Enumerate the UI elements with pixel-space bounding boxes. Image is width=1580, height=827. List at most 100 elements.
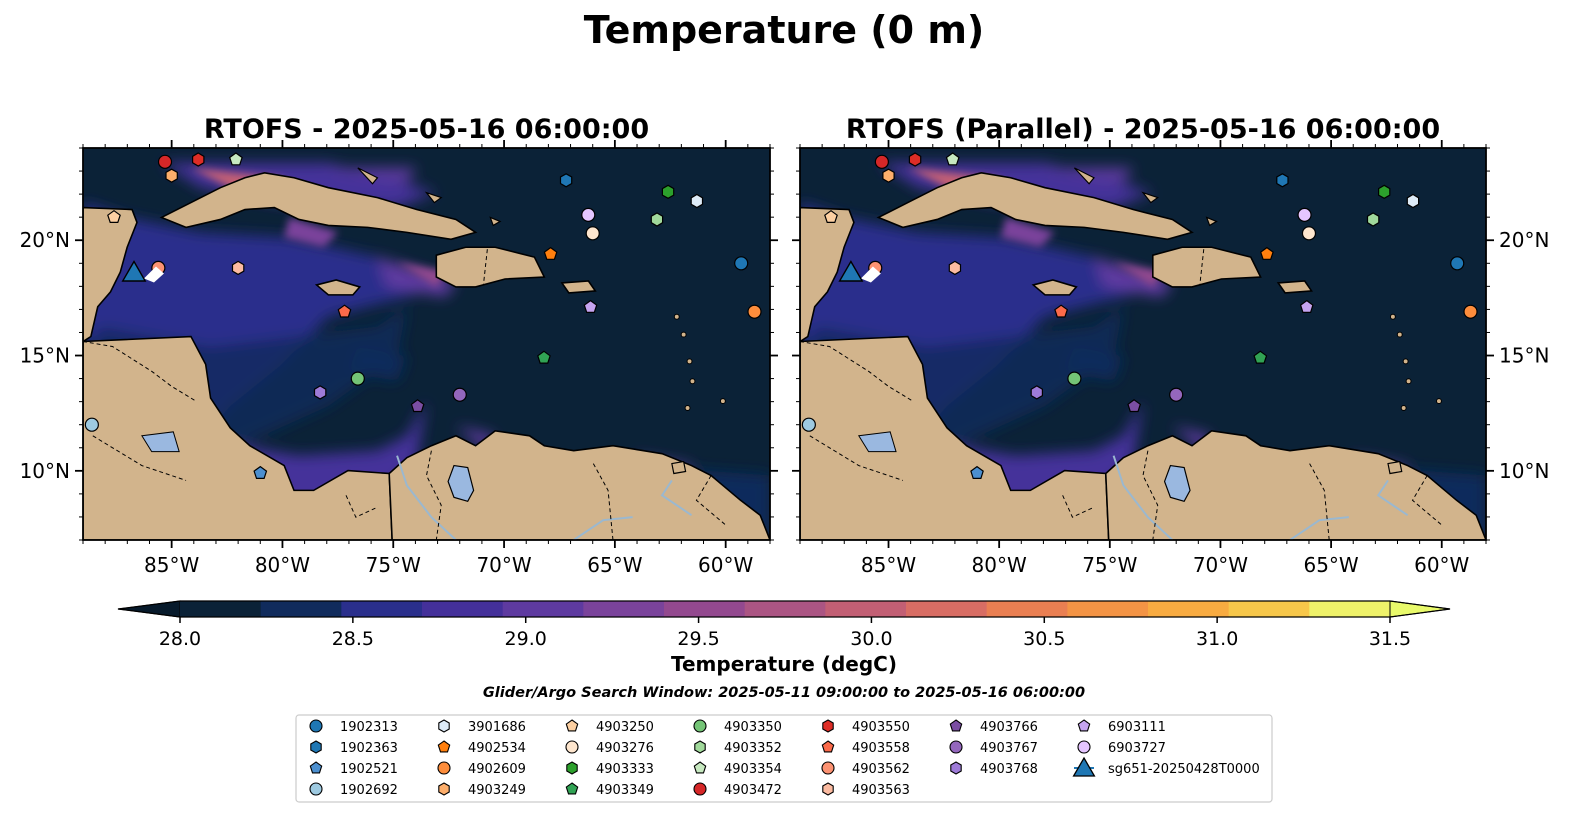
legend-item: 4903349	[565, 782, 654, 798]
legend-marker-4903472	[693, 782, 707, 796]
legend-marker-1902363	[310, 740, 322, 754]
float-marker-4902534	[1259, 246, 1274, 260]
legend-label: sg651-20250428T0000	[1108, 762, 1260, 777]
legend-marker-4903350	[693, 719, 707, 733]
float-marker-4903352	[650, 212, 664, 227]
legend-label: 1902692	[340, 783, 398, 798]
colorbar-extend-low	[117, 600, 181, 618]
legend-marker-6903727	[1077, 740, 1091, 754]
legend-label: 4903249	[468, 783, 526, 798]
legend-marker-4903276	[565, 740, 579, 754]
colorbar-segment	[1067, 601, 1149, 617]
x-tick-label: 60°W	[1414, 553, 1469, 577]
float-marker-6903111	[1299, 299, 1314, 313]
legend-label: 4902534	[468, 741, 526, 756]
glider-marker	[838, 260, 864, 282]
float-marker-4903563	[231, 260, 245, 276]
tick-marks	[75, 140, 778, 548]
x-tick-label: 70°W	[1193, 553, 1248, 577]
colorbar-label: Temperature (degC)	[671, 652, 897, 676]
x-tick-label: 75°W	[366, 553, 421, 577]
colorbar-segment	[906, 601, 988, 617]
x-tick-label: 65°W	[587, 553, 642, 577]
float-marker-4903767	[452, 387, 467, 402]
float-marker-1902692	[801, 417, 816, 432]
legend-item: 4902609	[437, 761, 526, 777]
legend: 1902313 1902363 1902521 1902692 3901686 49025…	[295, 714, 1273, 803]
legend-item: 6903727	[1077, 740, 1166, 756]
map-area	[800, 148, 1486, 540]
float-marker-1902363	[1276, 173, 1289, 188]
float-marker-4903550	[192, 152, 205, 167]
y-tick-label: 15°N	[1499, 344, 1549, 368]
legend-marker-4903352	[694, 740, 706, 754]
float-marker-4903333	[1378, 184, 1391, 199]
x-tick-label: 85°W	[144, 553, 199, 577]
float-marker-4902609	[1463, 304, 1478, 319]
legend-item: 1902692	[309, 782, 398, 798]
colorbar-segment	[825, 601, 907, 617]
glider-track	[143, 266, 164, 283]
float-marker-1902692	[84, 417, 99, 432]
tick-marks	[792, 140, 1494, 548]
x-tick-label: 75°W	[1082, 553, 1137, 577]
legend-item: 4903767	[949, 740, 1038, 756]
legend-label: 1902363	[340, 741, 398, 756]
legend-glider-marker	[1072, 756, 1096, 777]
legend-item: 4903354	[693, 761, 782, 777]
float-marker-1902521	[253, 465, 268, 479]
float-marker-4903767	[1169, 387, 1184, 402]
legend-marker-4903563	[822, 782, 834, 796]
legend-label: 4903766	[980, 720, 1038, 735]
legend-marker-4903249	[438, 782, 450, 796]
legend-label: 4903349	[596, 783, 654, 798]
legend-marker-1902313	[309, 719, 323, 733]
y-tick-label: 20°N	[20, 228, 70, 252]
x-tick-label: 80°W	[972, 553, 1027, 577]
legend-label: 4902609	[468, 762, 526, 777]
float-marker-4903766	[410, 399, 425, 413]
glider-marker	[121, 260, 147, 282]
legend-item: 1902521	[309, 761, 398, 777]
colorbar-tick-label: 29.0	[505, 628, 547, 650]
legend-marker-4903550	[822, 719, 834, 733]
float-markers	[801, 152, 1478, 479]
float-marker-4903472	[874, 154, 889, 169]
y-tick-label: 20°N	[1499, 228, 1549, 252]
panel-title: RTOFS (Parallel) - 2025-05-16 06:00:00	[846, 114, 1440, 145]
legend-label: 4903250	[596, 720, 654, 735]
legend-marker-4903562	[821, 761, 835, 775]
x-tick-label: 80°W	[255, 553, 310, 577]
legend-label: 3901686	[468, 720, 526, 735]
search-window-note: Glider/Argo Search Window: 2025-05-11 09…	[483, 685, 1085, 701]
colorbar-segment	[502, 601, 584, 617]
x-tick-label: 85°W	[861, 553, 916, 577]
colorbar-tick-label: 31.0	[1196, 628, 1238, 650]
legend-item: 4903558	[821, 740, 910, 756]
colorbar-tick-label: 30.5	[1023, 628, 1065, 650]
float-markers	[84, 152, 762, 479]
legend-item: 4903562	[821, 761, 910, 777]
y-tick-label: 10°N	[20, 459, 70, 483]
legend-label: 4903768	[980, 762, 1038, 777]
float-marker-4903249	[165, 168, 178, 183]
float-marker-4903276	[585, 226, 600, 241]
float-marker-4903472	[157, 154, 173, 169]
legend-item: 4903350	[693, 719, 782, 735]
legend-marker-4902534	[437, 740, 451, 753]
panel-title: RTOFS - 2025-05-16 06:00:00	[204, 114, 649, 145]
float-marker-4903333	[661, 184, 675, 199]
float-marker-6903111	[583, 299, 598, 313]
float-marker-4902534	[543, 246, 558, 260]
colorbar-segment	[180, 601, 262, 617]
float-marker-4903354	[945, 152, 960, 166]
colorbar-segment	[1309, 601, 1391, 617]
float-marker-4903250	[107, 209, 121, 223]
legend-label: 6903727	[1108, 741, 1166, 756]
float-marker-4903768	[313, 385, 327, 400]
colorbar-segment	[583, 601, 665, 617]
float-marker-4903558	[337, 304, 352, 318]
legend-label: 4903333	[596, 762, 654, 777]
colorbar-segment	[744, 601, 826, 617]
legend-label: 6903111	[1108, 720, 1166, 735]
